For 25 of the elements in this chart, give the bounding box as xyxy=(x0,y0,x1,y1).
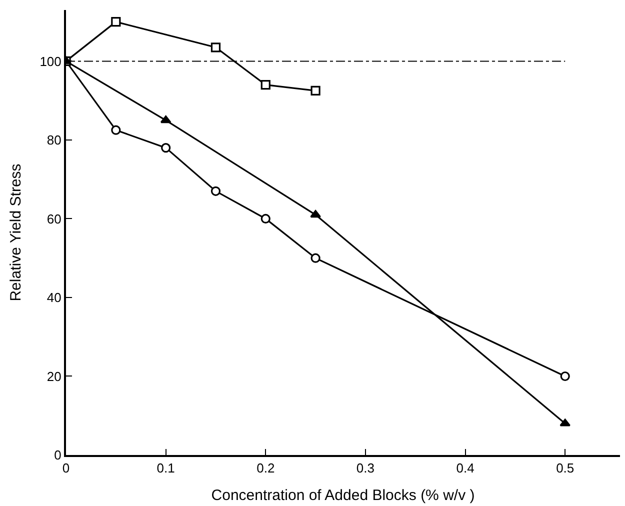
point xyxy=(160,115,172,124)
point xyxy=(310,210,321,218)
x-tick-label: 0.2 xyxy=(256,460,275,476)
point xyxy=(310,86,320,96)
point xyxy=(210,186,221,196)
y-tick-label: 60 xyxy=(46,211,62,226)
point xyxy=(111,17,121,27)
x-tick-label: 0.4 xyxy=(456,460,474,476)
point xyxy=(161,143,171,153)
x-axis-title: Concentration of Added Blocks (% w/v ) xyxy=(211,487,475,504)
x-tick-label: 0.5 xyxy=(556,460,574,476)
point xyxy=(260,214,270,224)
y-tick-label: 100 xyxy=(40,54,62,69)
y-axis-title: Relative Yield Stress xyxy=(7,164,24,302)
y-tick-label: 80 xyxy=(46,132,62,148)
point xyxy=(310,253,320,263)
point xyxy=(111,125,121,135)
point xyxy=(260,80,270,90)
x-tick-label: 0.3 xyxy=(356,460,374,476)
point xyxy=(210,42,221,52)
point xyxy=(560,371,570,382)
y-tick-label: 0 xyxy=(54,448,62,463)
y-tick-label: 40 xyxy=(46,290,62,306)
y-tick-label: 20 xyxy=(46,368,62,384)
x-tick-label: 0.1 xyxy=(156,460,175,476)
